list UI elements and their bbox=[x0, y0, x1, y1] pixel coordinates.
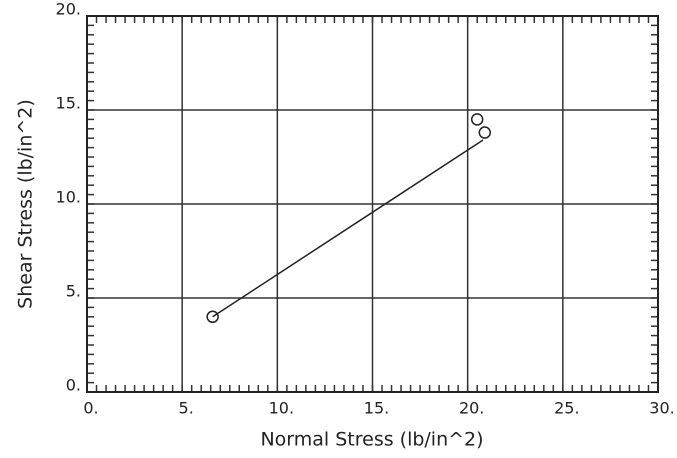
x-tick-label: 20. bbox=[459, 399, 484, 418]
x-tick-label: 15. bbox=[364, 399, 389, 418]
x-tick-label: 10. bbox=[269, 399, 294, 418]
y-tick-label: 10. bbox=[56, 188, 81, 207]
y-tick-label: 0. bbox=[66, 376, 81, 395]
data-point bbox=[478, 126, 492, 139]
x-tick-label: 25. bbox=[554, 399, 579, 418]
y-tick-label: 5. bbox=[66, 282, 81, 301]
data-point bbox=[206, 310, 219, 324]
plot-frame bbox=[86, 15, 659, 393]
x-tick-label: 5. bbox=[179, 399, 194, 418]
y-tick-label: 15. bbox=[56, 94, 81, 113]
y-tick-label: 20. bbox=[56, 0, 81, 19]
x-tick-label: 30. bbox=[649, 399, 674, 418]
fit-line bbox=[212, 139, 484, 318]
x-tick-label: 0. bbox=[83, 399, 98, 418]
y-axis-label: Shear Stress (lb/in^2) bbox=[15, 99, 37, 309]
data-point bbox=[470, 113, 484, 126]
x-axis-label: Normal Stress (lb/in^2) bbox=[260, 429, 483, 451]
